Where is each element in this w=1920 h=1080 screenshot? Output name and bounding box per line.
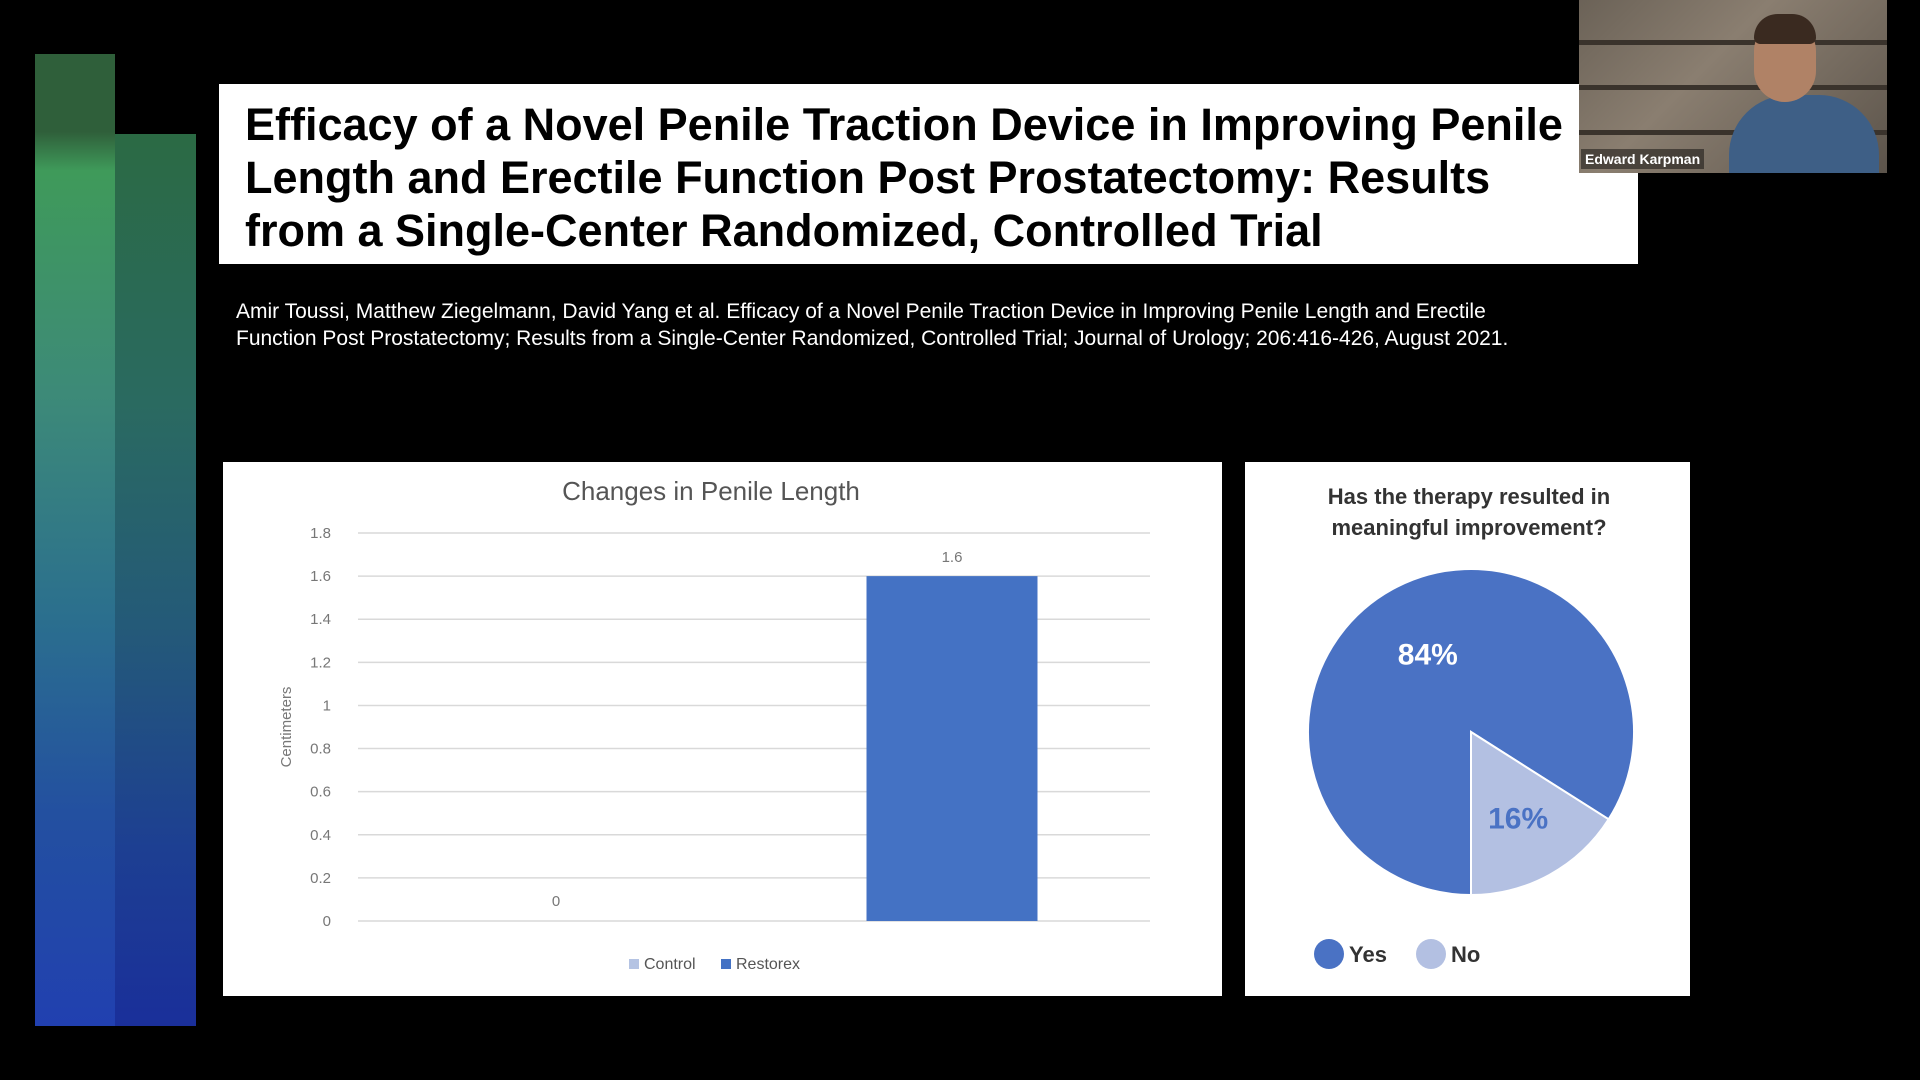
pie-data-label: 16% xyxy=(1488,803,1548,836)
bar-chart-panel: Changes in Penile Length Centimeters 0 0.… xyxy=(223,462,1222,996)
pie-data-label: 84% xyxy=(1398,638,1458,671)
y-tick-label: 1.6 xyxy=(310,568,331,585)
bar-data-label: 0 xyxy=(552,893,560,910)
y-tick-label: 0.4 xyxy=(310,827,331,844)
legend-label: No xyxy=(1451,942,1480,967)
participant-hair xyxy=(1754,14,1816,44)
legend-label: Yes xyxy=(1349,942,1387,967)
participant-name: Edward Karpman xyxy=(1581,149,1705,169)
pie-chart: Has the therapy resulted in meaningful i… xyxy=(1307,484,1635,969)
citation: Amir Toussi, Matthew Ziegelmann, David Y… xyxy=(236,298,1636,352)
bar-data-label: 1.6 xyxy=(942,549,963,566)
legend-swatch xyxy=(721,959,731,969)
slide-title-line: Efficacy of a Novel Penile Traction Devi… xyxy=(245,99,1563,150)
y-tick-label: 1.4 xyxy=(310,611,331,628)
background-shelf xyxy=(1579,85,1887,90)
legend-label: Control xyxy=(644,956,696,973)
y-tick-label: 0.6 xyxy=(310,784,331,801)
bar-restorex xyxy=(866,576,1038,921)
pie-slice-no xyxy=(1470,730,1611,897)
decorative-gradient-bar-left xyxy=(35,54,115,1026)
y-tick-label: 1 xyxy=(323,697,331,714)
y-tick-label: 0.8 xyxy=(310,741,331,758)
citation-line: Amir Toussi, Matthew Ziegelmann, David Y… xyxy=(236,300,1486,323)
slide-title-line: Length and Erectile Function Post Prosta… xyxy=(245,152,1491,203)
slide-title-box: Efficacy of a Novel Penile Traction Devi… xyxy=(219,84,1638,264)
bar-chart: Changes in Penile Length Centimeters 0 0.… xyxy=(278,476,1150,973)
citation-line: Function Post Prostatectomy; Results fro… xyxy=(236,327,1509,350)
legend-swatch xyxy=(1416,939,1446,969)
y-tick-label: 0.2 xyxy=(310,870,331,887)
background-shelf xyxy=(1579,40,1887,45)
pie-chart-title-line: Has the therapy resulted in xyxy=(1328,484,1610,509)
legend-swatch xyxy=(629,959,639,969)
pie-chart-title-line: meaningful improvement? xyxy=(1331,515,1606,540)
pie-chart-panel: Has the therapy resulted in meaningful i… xyxy=(1245,462,1690,996)
slide-title-line: from a Single-Center Randomized, Control… xyxy=(245,205,1323,256)
y-tick-label: 0 xyxy=(323,913,331,930)
legend-swatch xyxy=(1314,939,1344,969)
slide-title: Efficacy of a Novel Penile Traction Devi… xyxy=(245,98,1612,257)
bar-chart-title: Changes in Penile Length xyxy=(562,476,860,506)
legend-label: Restorex xyxy=(736,956,800,973)
bar-chart-y-axis-label: Centimeters xyxy=(278,687,295,768)
y-tick-label: 1.8 xyxy=(310,525,331,542)
y-tick-label: 1.2 xyxy=(310,654,331,671)
decorative-gradient-bar-right xyxy=(115,134,196,1026)
participant-body xyxy=(1729,95,1879,173)
participant-video-tile[interactable]: Edward Karpman xyxy=(1579,0,1887,173)
